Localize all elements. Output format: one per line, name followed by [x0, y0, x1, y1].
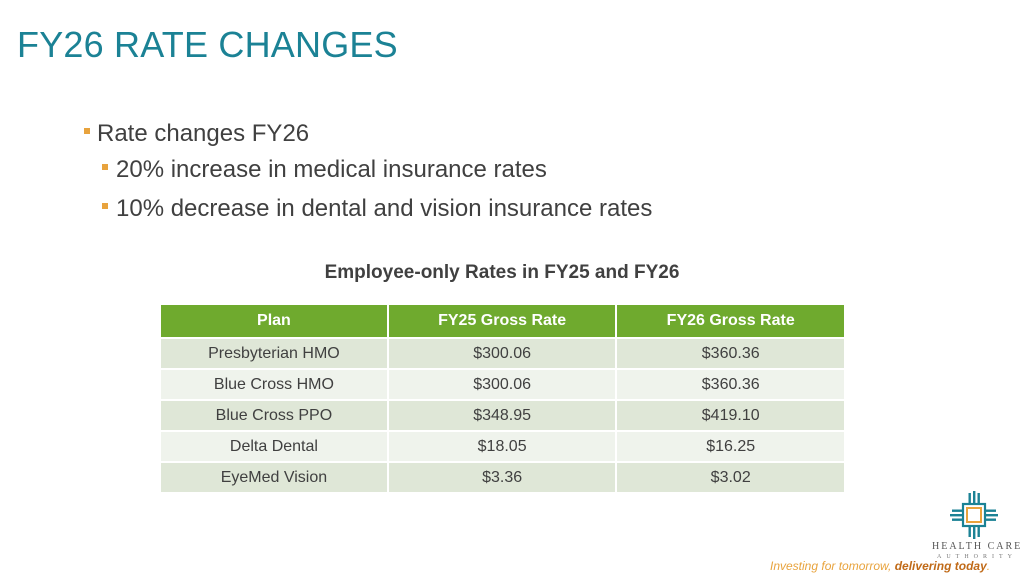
sub-bullet-item-medical: 20% increase in medical insurance rates	[102, 150, 652, 189]
slide-title: FY26 RATE CHANGES	[17, 24, 398, 65]
bullet-text: Rate changes FY26	[97, 120, 310, 147]
table-row: Presbyterian HMO $300.06 $360.36	[161, 338, 844, 370]
tagline-part-3: .	[986, 559, 991, 573]
table-row: Delta Dental $18.05 $16.25	[161, 431, 844, 463]
table-row: EyeMed Vision $3.36 $3.02	[161, 462, 844, 494]
header-fy25-rate: FY25 Gross Rate	[387, 305, 618, 339]
cell-plan: Blue Cross HMO	[161, 369, 389, 401]
table-row: Blue Cross HMO $300.06 $360.36	[161, 369, 844, 401]
cell-plan: Blue Cross PPO	[161, 400, 389, 432]
cell-fy26-rate: $419.10	[616, 400, 844, 432]
cell-plan: EyeMed Vision	[161, 462, 389, 494]
square-bullet-icon	[102, 202, 108, 209]
tagline-part-2: delivering today	[894, 559, 987, 573]
tagline-part-1: Investing for tomorrow,	[770, 559, 895, 573]
table-row: Blue Cross PPO $348.95 $419.10	[161, 400, 844, 432]
cell-fy25-rate: $300.06	[387, 369, 618, 401]
bullet-item-main: Rate changes FY26	[84, 118, 652, 150]
sub-bullet-text: 10% decrease in dental and vision insura…	[116, 195, 653, 222]
table-header-row: Plan FY25 Gross Rate FY26 Gross Rate	[161, 305, 844, 339]
footer-tagline: Investing for tomorrow, delivering today…	[770, 559, 990, 573]
cell-fy25-rate: $348.95	[387, 400, 618, 432]
logo-text-health-care: HEALTH CARE	[932, 541, 1023, 552]
sub-bullet-item-dental-vision: 10% decrease in dental and vision insura…	[102, 189, 652, 228]
header-fy26-rate: FY26 Gross Rate	[616, 305, 844, 339]
cell-fy26-rate: $16.25	[616, 431, 844, 463]
bullet-list: Rate changes FY26 20% increase in medica…	[84, 118, 652, 228]
cell-plan: Delta Dental	[161, 431, 389, 463]
cell-fy26-rate: $3.02	[616, 462, 844, 494]
cell-plan: Presbyterian HMO	[161, 338, 389, 370]
header-plan: Plan	[161, 305, 389, 339]
cell-fy25-rate: $3.36	[387, 462, 618, 494]
cell-fy26-rate: $360.36	[616, 338, 844, 370]
square-bullet-icon	[84, 128, 90, 134]
cell-fy25-rate: $18.05	[387, 431, 618, 463]
square-bullet-icon	[102, 163, 108, 170]
cell-fy26-rate: $360.36	[616, 369, 844, 401]
zia-sun-logo-icon	[950, 491, 998, 539]
logo-text-authority: AUTHORITY	[937, 554, 1017, 560]
cell-fy25-rate: $300.06	[387, 338, 618, 370]
sub-bullet-text: 20% increase in medical insurance rates	[116, 156, 547, 183]
rates-table: Plan FY25 Gross Rate FY26 Gross Rate Pre…	[161, 305, 844, 494]
table-title: Employee-only Rates in FY25 and FY26	[324, 262, 680, 283]
